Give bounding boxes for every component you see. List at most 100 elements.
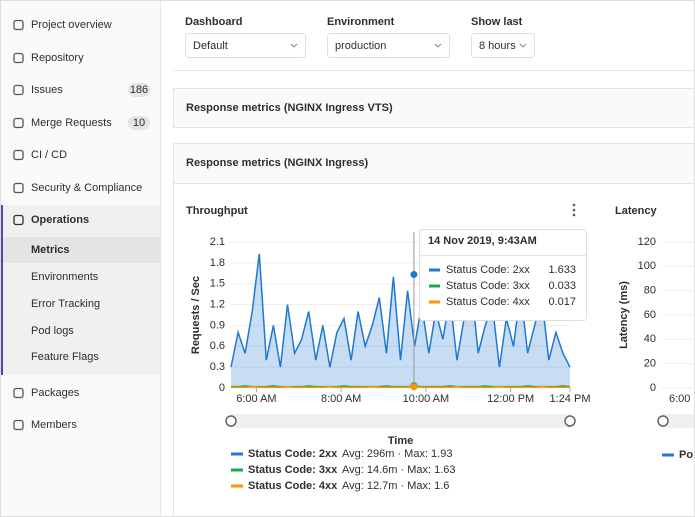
nav-item[interactable]: Security & Compliance	[13, 182, 142, 194]
y-tick-label: 1.8	[210, 257, 225, 269]
kebab-dot[interactable]	[572, 203, 576, 207]
zoom-handle[interactable]	[657, 415, 669, 427]
legend-label: Status Code: 4xx	[248, 480, 338, 492]
y-tick-label: 1.5	[210, 278, 225, 290]
x-tick-label: 12:00 PM	[487, 393, 534, 405]
panel-header	[173, 143, 695, 184]
y-tick-label: 60	[644, 309, 656, 321]
count-badge	[128, 116, 150, 130]
filter-label: Environment	[327, 16, 395, 28]
nav-item[interactable]: CI / CD	[13, 149, 67, 161]
filter-label: Dashboard	[185, 16, 242, 28]
panel-title: Response metrics (NGINX Ingress VTS)	[186, 102, 393, 114]
nav-item[interactable]: Members	[13, 419, 77, 431]
nav-item[interactable]: Repository	[13, 52, 84, 64]
hover-dot	[410, 270, 418, 278]
x-tick-label: 8:00 AM	[321, 393, 361, 405]
dropdown[interactable]: 8 hours	[471, 33, 535, 58]
nav-label: Project overview	[31, 19, 112, 31]
active-indicator	[0, 205, 3, 375]
x-tick-label: 6:00 AM	[236, 393, 276, 405]
nav-icon	[13, 149, 24, 161]
chart-title: Throughput	[186, 205, 248, 217]
y-tick-label: 80	[644, 285, 656, 297]
operations-section	[0, 205, 160, 375]
tooltip-value: 0.017	[548, 296, 576, 308]
nav-icon	[13, 52, 24, 64]
dropdown[interactable]: production	[327, 33, 450, 58]
y-tick-label: 20	[644, 358, 656, 370]
tooltip-name: Status Code: 4xx	[446, 296, 530, 308]
nav-label: Packages	[31, 387, 80, 399]
tooltip-title: 14 Nov 2019, 9:43AM	[428, 235, 537, 247]
nav-subitem[interactable]: Pod logs	[31, 325, 74, 337]
tooltip-value: 0.033	[548, 280, 576, 292]
nav-label: Merge Requests	[31, 117, 112, 129]
kebab-dot[interactable]	[572, 213, 576, 217]
dropdown[interactable]: Default	[185, 33, 306, 58]
legend-summary: Avg: 12.7m · Max: 1.6	[342, 480, 449, 492]
series-line	[230, 253, 571, 368]
chart-title: Latency	[615, 205, 657, 217]
legend-label: Status Code: 2xx	[248, 448, 338, 460]
chevron	[434, 43, 442, 48]
series-line	[231, 385, 570, 389]
zoom-track	[231, 414, 570, 428]
x-tick-label: 10:00 AM	[403, 393, 449, 405]
x-axis-label: Time	[388, 435, 413, 447]
y-tick-label: 0	[650, 382, 656, 394]
nav-label: Repository	[31, 52, 84, 64]
nav-label: CI / CD	[31, 149, 67, 161]
x-tick-label: 1:24 PM	[550, 393, 591, 405]
dropdown-box	[185, 33, 306, 58]
filter-label: Show last	[471, 16, 523, 28]
nav-item[interactable]: Project overview	[13, 19, 112, 31]
chevron	[290, 43, 298, 48]
nav-icon	[13, 84, 24, 96]
dropdown-value: Default	[193, 40, 228, 52]
nav-icon	[13, 387, 24, 399]
nav-icon	[13, 19, 24, 31]
zoom-handle[interactable]	[225, 415, 237, 427]
y-tick-label: 0.3	[210, 361, 225, 373]
hover-dot	[410, 383, 418, 391]
nav-item[interactable]: Merge Requests 10	[13, 116, 150, 130]
count: 10	[133, 117, 145, 129]
tooltip-name: Status Code: 2xx	[446, 264, 530, 276]
nav-icon	[13, 182, 24, 194]
dropdown-box	[471, 33, 535, 58]
nav-item[interactable]: Operations	[13, 214, 89, 226]
kebab-dot[interactable]	[572, 208, 576, 212]
nav-label: Security & Compliance	[31, 182, 142, 194]
legend-label: Status Code: 3xx	[248, 464, 338, 476]
main: Dashboard Default Environment production Sho…	[173, 16, 695, 517]
nav-subitem[interactable]: Error Tracking	[31, 298, 100, 310]
tooltip-value: 1.633	[548, 264, 576, 276]
nav-label: Members	[31, 419, 77, 431]
nav-label: Operations	[31, 214, 89, 226]
y-tick-label: 100	[638, 260, 656, 272]
nav-subitem[interactable]: Metrics	[31, 244, 70, 256]
y-tick-label: 0.6	[210, 340, 225, 352]
y-tick-label: 0.9	[210, 319, 225, 331]
y-tick-label: 2.1	[210, 236, 225, 248]
nav-icon	[13, 117, 24, 129]
panel-header	[173, 88, 695, 128]
y-tick-label: 40	[644, 333, 656, 345]
zoom-handle[interactable]	[564, 415, 576, 427]
nav-item[interactable]: Issues 186	[13, 83, 150, 97]
chevron	[519, 43, 527, 48]
nav-label: Issues	[31, 84, 63, 96]
nav-subitem[interactable]: Environments	[31, 271, 99, 283]
legend-label: Po	[679, 449, 693, 461]
nav-item[interactable]: Packages	[13, 387, 80, 399]
nav-subitem[interactable]: Feature Flags	[31, 351, 99, 363]
tooltip-name: Status Code: 3xx	[446, 280, 530, 292]
tooltip	[419, 229, 587, 321]
active-item-bg	[3, 237, 160, 263]
legend-summary: Avg: 14.6m · Max: 1.63	[342, 464, 456, 476]
nav-icon	[13, 214, 24, 226]
y-tick-label: 120	[638, 236, 656, 248]
nav-icon	[13, 419, 24, 431]
